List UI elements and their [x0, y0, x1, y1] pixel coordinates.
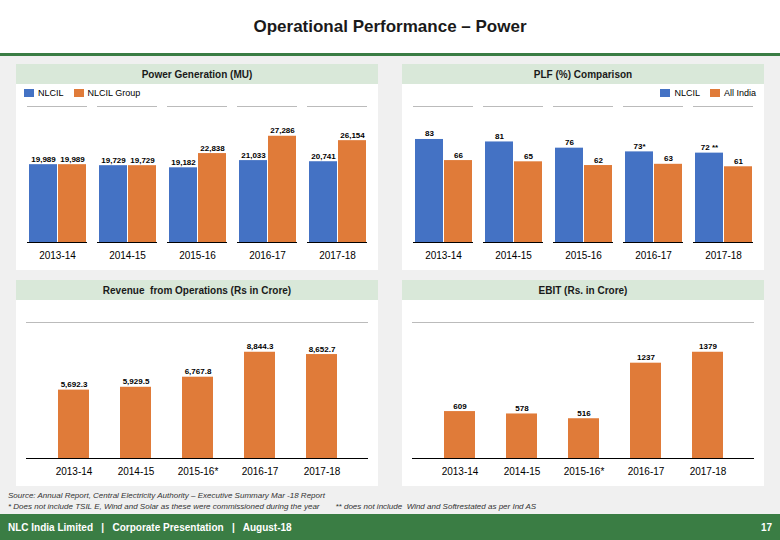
svg-text:63: 63 [664, 154, 673, 163]
svg-text:65: 65 [524, 152, 533, 161]
svg-text:19,729: 19,729 [101, 156, 126, 165]
svg-text:1379: 1379 [699, 342, 717, 351]
svg-text:62: 62 [594, 156, 603, 165]
html-text:* Does not include TSIL E, Win: * Does not include TSIL E, Wind and Sola… [8, 502, 320, 511]
svg-text:61: 61 [734, 157, 743, 166]
html-text:NLCIL Group: NLCIL Group [87, 88, 141, 98]
svg-text:83: 83 [425, 129, 434, 138]
svg-text:26,154: 26,154 [340, 131, 365, 140]
svg-text:609: 609 [453, 402, 467, 411]
svg-text:2015-16: 2015-16 [565, 250, 602, 261]
svg-text:8,844.3: 8,844.3 [247, 342, 274, 351]
svg-text:2015-16*: 2015-16* [564, 466, 605, 477]
html-text:NLCIL: NLCIL [674, 88, 700, 98]
svg-text:2016-17: 2016-17 [635, 250, 672, 261]
svg-text:27,286: 27,286 [270, 126, 295, 135]
html-text:** does not include Wind and S: ** does not include Wind and Softrestate… [335, 502, 537, 511]
html-text:PLF (%) Comparison: PLF (%) Comparison [533, 68, 633, 80]
svg-text:2013-14: 2013-14 [56, 466, 93, 477]
html-text:Source: Annual Report, Central: Source: Annual Report, Central Electrici… [8, 491, 325, 500]
svg-text:2013-14: 2013-14 [39, 250, 76, 261]
svg-text:2013-14: 2013-14 [442, 466, 479, 477]
svg-text:66: 66 [454, 151, 463, 160]
html-text:EBIT (Rs. in Crore): EBIT (Rs. in Crore) [538, 284, 628, 296]
svg-text:2016-17: 2016-17 [628, 466, 665, 477]
html-text:Revenue from Operations (Rs in: Revenue from Operations (Rs in Crore) [102, 284, 292, 296]
svg-text:81: 81 [495, 132, 504, 141]
svg-text:6,767.8: 6,767.8 [185, 367, 212, 376]
svg-text:73*: 73* [633, 142, 646, 151]
svg-text:2016-17: 2016-17 [242, 466, 279, 477]
svg-text:76: 76 [565, 138, 574, 147]
svg-text:2015-16*: 2015-16* [178, 466, 219, 477]
svg-text:2014-15: 2014-15 [109, 250, 146, 261]
html-text:All India: All India [724, 88, 756, 98]
svg-text:2014-15: 2014-15 [504, 466, 541, 477]
svg-text:1237: 1237 [637, 353, 655, 362]
svg-text:578: 578 [515, 404, 529, 413]
svg-text:19,989: 19,989 [60, 155, 85, 164]
svg-text:20,741: 20,741 [311, 152, 336, 161]
svg-text:2017-18: 2017-18 [304, 466, 341, 477]
svg-text:8,652.7: 8,652.7 [309, 345, 336, 354]
svg-text:19,182: 19,182 [171, 158, 196, 167]
svg-text:2017-18: 2017-18 [690, 466, 727, 477]
html-text:Power Generation (MU): Power Generation (MU) [141, 68, 253, 80]
svg-text:19,729: 19,729 [130, 156, 155, 165]
svg-text:72 **: 72 ** [701, 143, 719, 152]
svg-text:2017-18: 2017-18 [319, 250, 356, 261]
html-text:Operational Performance – Powe: Operational Performance – Power [253, 16, 527, 36]
svg-text:19,989: 19,989 [31, 155, 56, 164]
svg-text:2013-14: 2013-14 [425, 250, 462, 261]
svg-text:2014-15: 2014-15 [118, 466, 155, 477]
svg-text:2014-15: 2014-15 [495, 250, 532, 261]
svg-text:5,929.5: 5,929.5 [123, 377, 150, 386]
html-text:NLCIL: NLCIL [38, 88, 64, 98]
svg-text:2016-17: 2016-17 [249, 250, 286, 261]
svg-text:5,692.3: 5,692.3 [61, 380, 88, 389]
svg-text:516: 516 [577, 409, 591, 418]
html-text:17: 17 [760, 521, 772, 533]
svg-text:2015-16: 2015-16 [179, 250, 216, 261]
html-text:NLC India Limited | Corporate: NLC India Limited | Corporate Presentati… [8, 521, 292, 533]
svg-text:22,838: 22,838 [200, 144, 225, 153]
svg-text:21,033: 21,033 [241, 151, 266, 160]
svg-text:2017-18: 2017-18 [705, 250, 742, 261]
